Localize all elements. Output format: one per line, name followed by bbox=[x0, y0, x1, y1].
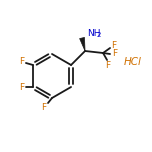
Text: F: F bbox=[41, 104, 47, 112]
Text: F: F bbox=[105, 60, 111, 69]
Text: F: F bbox=[19, 57, 24, 67]
Text: HCl: HCl bbox=[124, 57, 142, 67]
Text: F: F bbox=[112, 50, 118, 59]
Text: 2: 2 bbox=[96, 32, 100, 38]
Polygon shape bbox=[80, 37, 85, 51]
Text: F: F bbox=[111, 40, 117, 50]
Text: NH: NH bbox=[87, 29, 101, 38]
Text: F: F bbox=[19, 83, 24, 92]
